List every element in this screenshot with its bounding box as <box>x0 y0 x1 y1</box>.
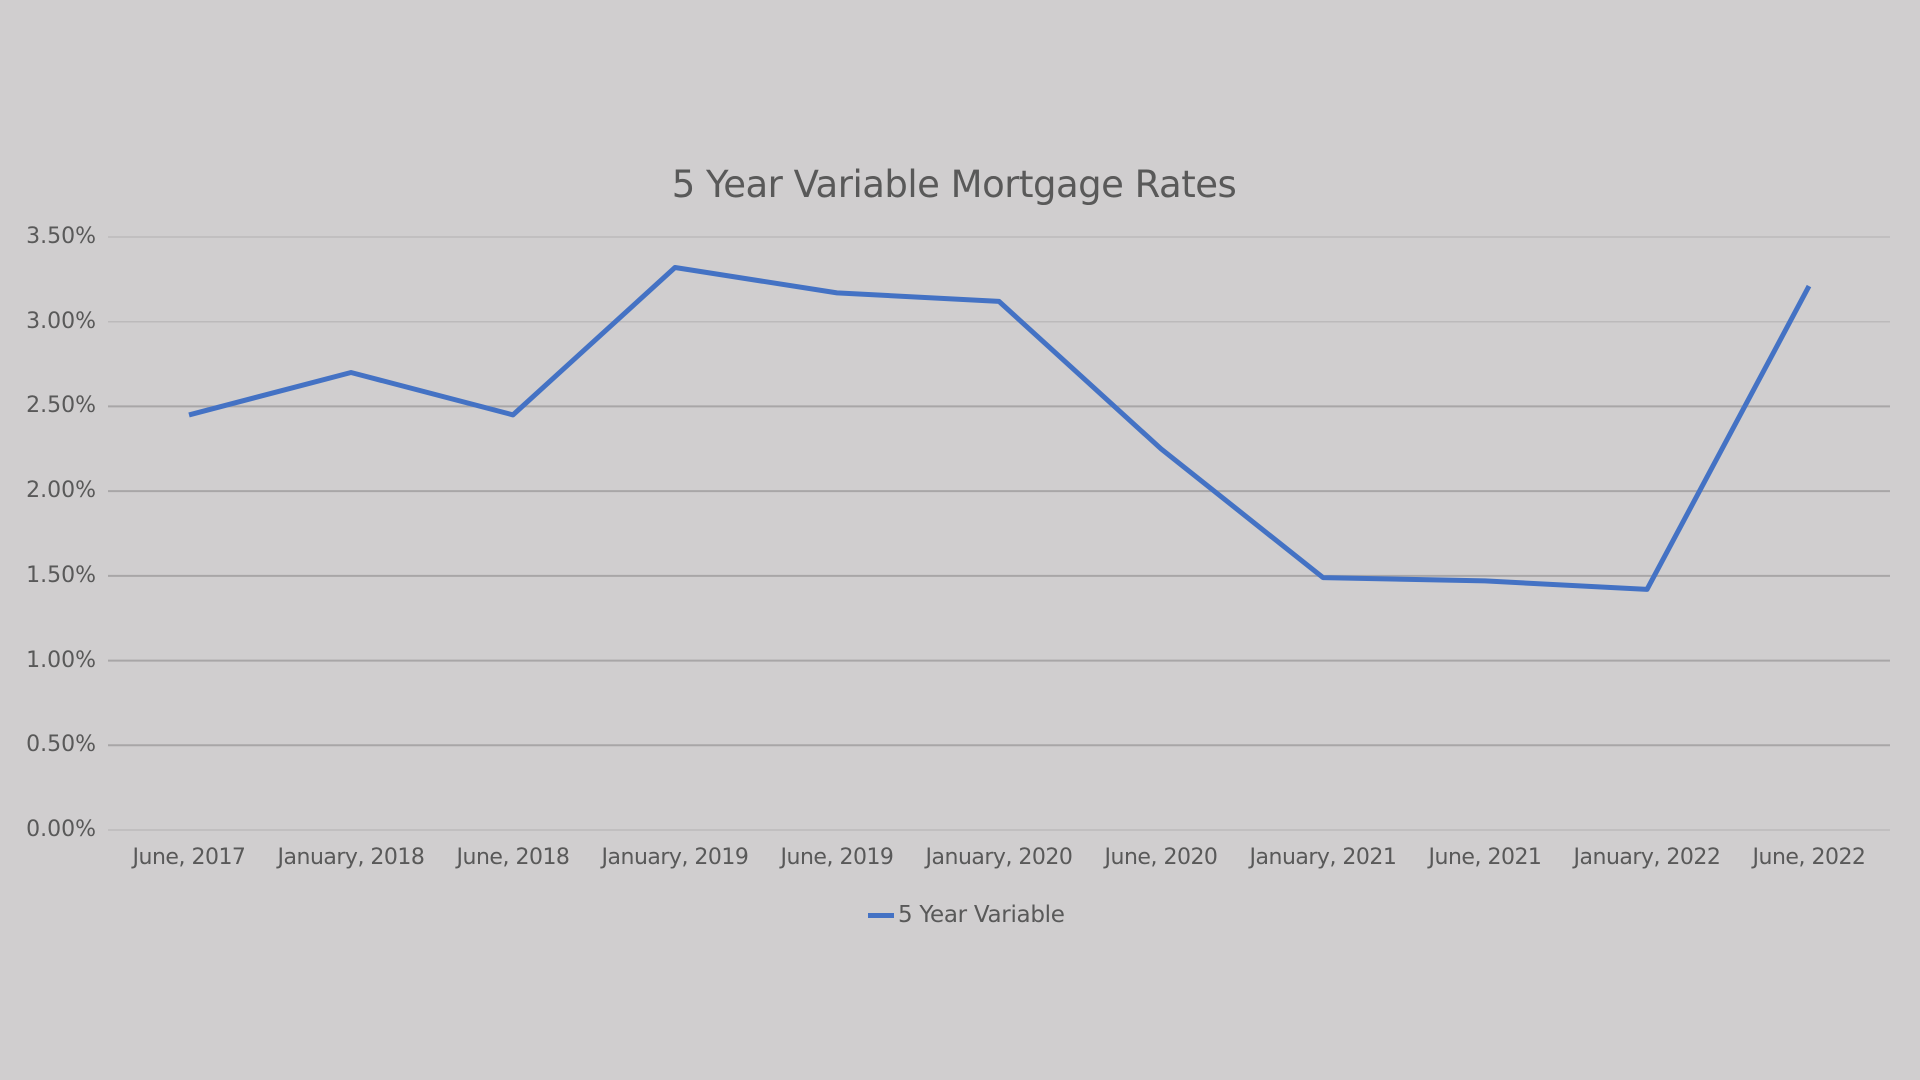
gridlines <box>108 236 1890 831</box>
x-tick-label: June, 2020 <box>1104 845 1218 870</box>
y-tick-label: 0.50% <box>26 732 96 758</box>
x-tick-label: June, 2022 <box>1752 845 1866 870</box>
y-tick-label: 2.50% <box>26 393 96 419</box>
x-tick-label: January, 2018 <box>277 845 425 870</box>
series-line-5-year-variable <box>188 265 1812 592</box>
x-tick-label: January, 2019 <box>601 845 749 870</box>
x-tick-label: June, 2018 <box>456 845 570 870</box>
x-tick-label: June, 2021 <box>1428 845 1542 870</box>
y-tick-label: 0.00% <box>26 817 96 842</box>
legend-label: 5 Year Variable <box>898 902 1065 928</box>
x-tick-label: January, 2021 <box>1249 845 1397 870</box>
chart-title: 5 Year Variable Mortgage Rates <box>671 163 1237 206</box>
x-tick-label: January, 2022 <box>1573 845 1721 870</box>
x-tick-label: January, 2020 <box>925 845 1073 870</box>
y-tick-label: 2.00% <box>26 478 96 504</box>
x-tick-label: June, 2017 <box>132 845 246 870</box>
y-tick-label: 3.00% <box>26 308 96 334</box>
y-tick-label: 1.50% <box>26 562 96 588</box>
x-tick-label: June, 2019 <box>780 845 894 870</box>
legend: 5 Year Variable <box>868 900 1065 930</box>
legend-swatch-icon <box>868 912 894 918</box>
y-tick-label: 1.00% <box>26 647 96 673</box>
y-tick-label: 3.50% <box>26 224 96 249</box>
